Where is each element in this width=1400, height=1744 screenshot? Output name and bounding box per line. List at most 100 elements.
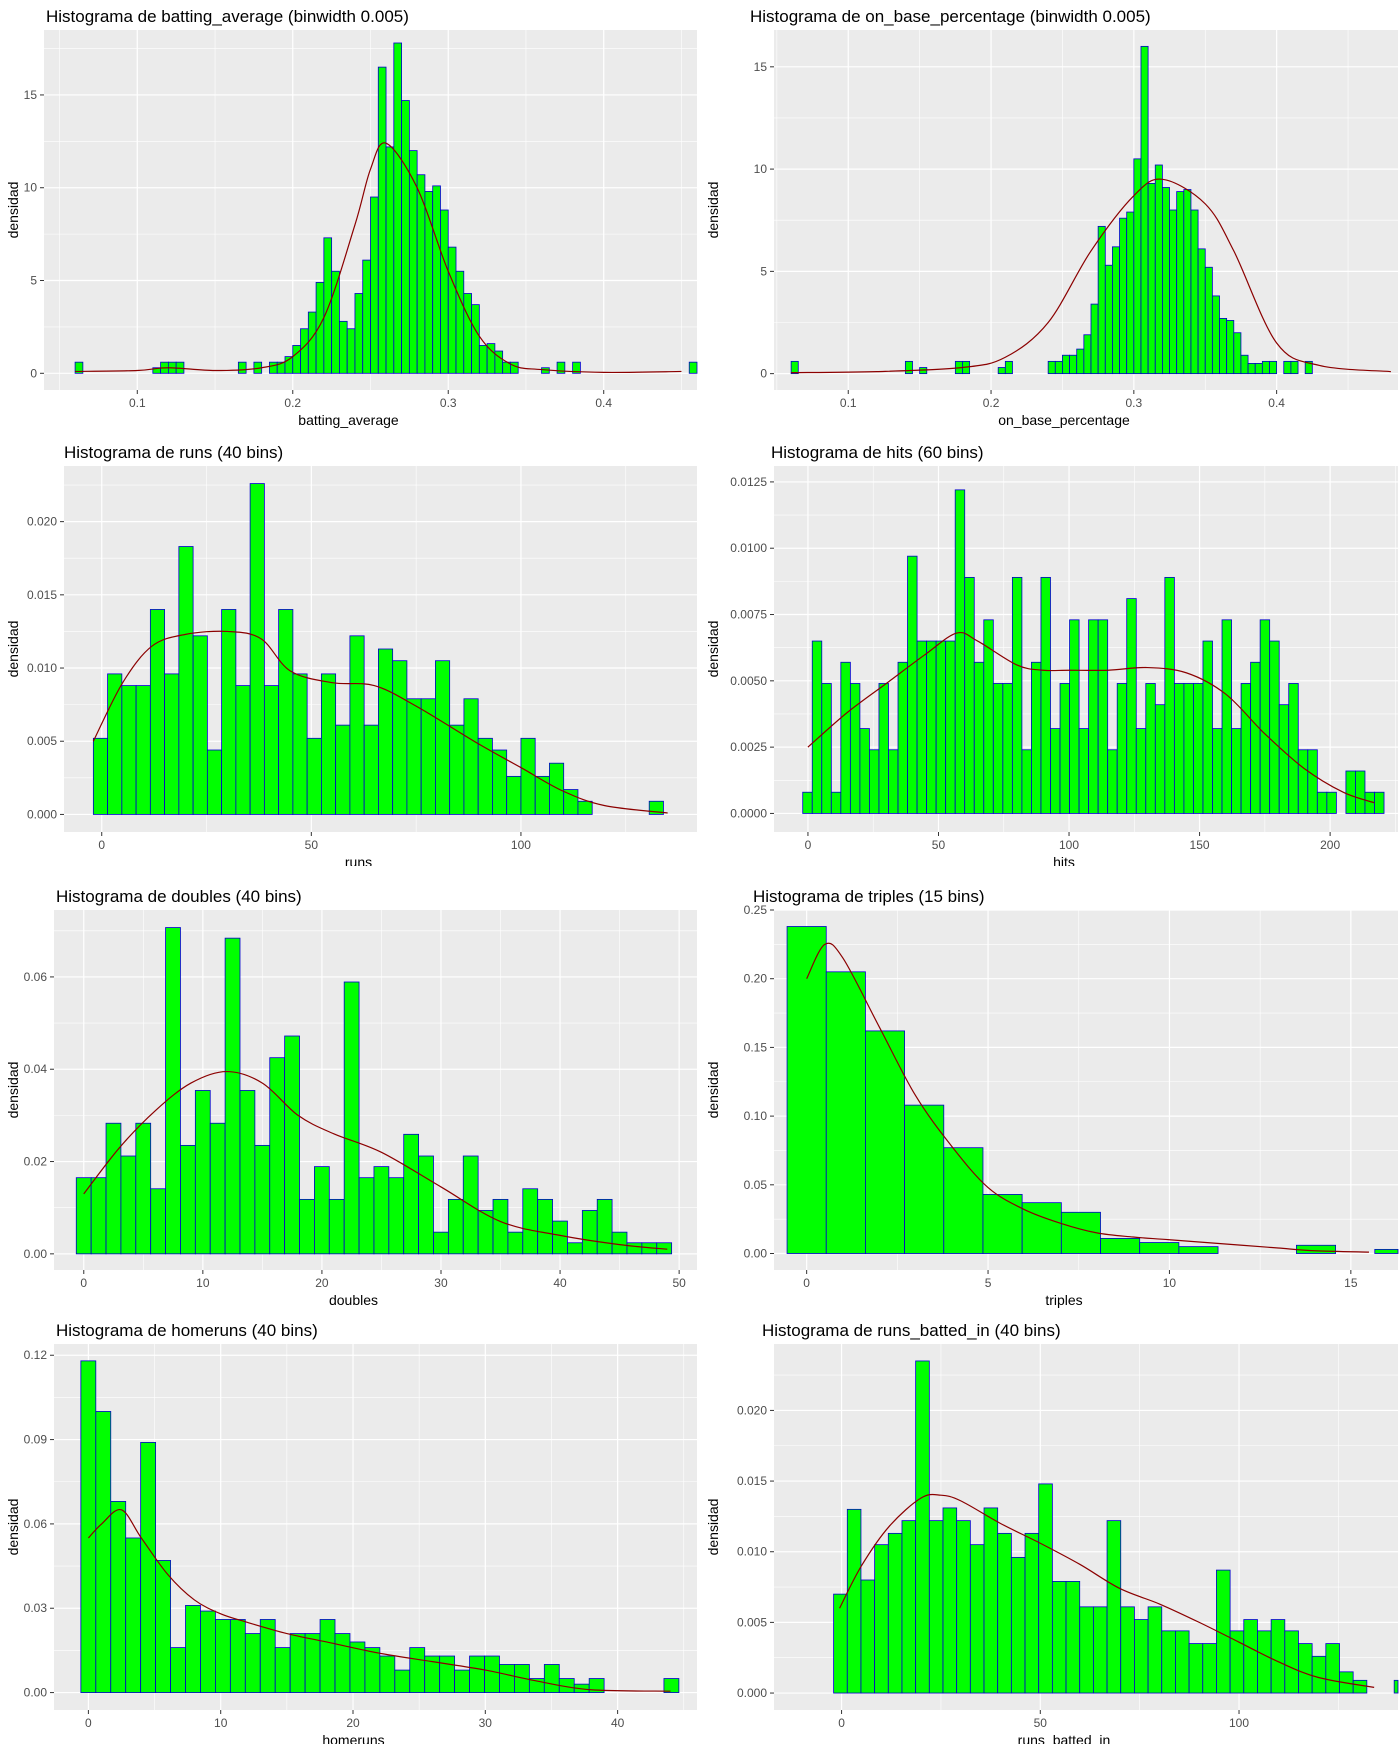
x-tick-label: 30	[479, 1716, 493, 1730]
histogram-bar	[869, 749, 880, 814]
x-tick-label: 30	[434, 1276, 448, 1290]
histogram-bar	[1298, 1643, 1313, 1694]
histogram-bar	[549, 762, 565, 815]
histogram-bar	[377, 66, 387, 374]
histogram-bar	[1183, 189, 1192, 375]
histogram-bar	[1193, 683, 1204, 814]
histogram-bar	[1257, 1630, 1272, 1694]
histogram-bar	[1352, 1679, 1368, 1694]
histogram-bar	[388, 1177, 405, 1255]
histogram-bar	[409, 1647, 426, 1693]
histogram-bar	[1226, 320, 1235, 375]
histogram-bar	[1211, 295, 1220, 375]
histogram-bar	[1254, 363, 1263, 375]
chart-homeruns: Histograma de homeruns (40 bins) 0 10 20 30 4…	[0, 1314, 700, 1744]
histogram-bar	[1202, 1643, 1217, 1694]
histogram-bar	[860, 1579, 876, 1694]
histogram-bar	[1047, 360, 1056, 375]
histogram-bar	[1133, 158, 1142, 375]
chart-title: Histograma de on_base_percentage (binwid…	[750, 7, 1151, 26]
histogram-bar	[1069, 354, 1078, 375]
histogram-bar	[1231, 728, 1242, 814]
histogram-bar	[1119, 217, 1128, 375]
density-curve	[92, 630, 668, 814]
histogram-bar	[510, 361, 519, 374]
histogram-bar	[1190, 209, 1199, 375]
histogram-bar	[1116, 683, 1128, 814]
histogram-bar	[811, 640, 823, 814]
histogram-bar	[1031, 661, 1042, 814]
y-tick-label: 0.005	[737, 1615, 767, 1629]
histogram-bar	[1176, 191, 1185, 375]
histogram-bar	[406, 698, 422, 815]
histogram-bar	[1173, 683, 1185, 814]
histogram-bar	[432, 185, 441, 374]
histogram-bar	[1140, 45, 1149, 375]
histogram-bar	[1178, 1246, 1219, 1254]
histogram-bar	[1316, 791, 1328, 814]
chart-title: Histograma de runs (40 bins)	[64, 443, 283, 462]
chart-title: Histograma de homeruns (40 bins)	[56, 1321, 318, 1340]
histogram-bar	[567, 1242, 583, 1255]
x-tick-label: 0	[98, 838, 105, 852]
x-axis-label: hits	[1053, 854, 1075, 866]
histogram-bar	[335, 724, 351, 815]
y-tick-label: 0.09	[24, 1433, 48, 1447]
histogram-bar	[95, 1411, 112, 1693]
histogram-bar	[1147, 183, 1156, 375]
y-tick-label: 0	[760, 367, 767, 381]
y-tick-label: 10	[754, 162, 768, 176]
histogram-bar	[469, 1655, 485, 1693]
histogram-bar	[1288, 683, 1299, 814]
histogram-bar	[170, 1647, 186, 1693]
histogram-bar	[1169, 209, 1178, 375]
histogram-bar	[254, 1144, 271, 1255]
histogram-bar	[121, 685, 137, 815]
y-tick-label: 0.0125	[730, 475, 767, 489]
histogram-bar	[830, 791, 842, 814]
histogram-bar	[455, 270, 465, 374]
y-tick-label: 5	[760, 264, 767, 278]
histogram-bar	[478, 345, 488, 374]
histogram-bar	[945, 640, 956, 814]
histogram-bar	[626, 1242, 643, 1255]
histogram-bar	[846, 1508, 862, 1694]
y-tick-label: 0.25	[744, 903, 768, 917]
histogram-bar	[1097, 225, 1106, 375]
histogram-bar	[1040, 576, 1051, 814]
x-tick-label: 50	[672, 1276, 686, 1290]
histogram-bar	[300, 328, 309, 374]
histogram-bar	[135, 1122, 152, 1255]
x-axis-label: doubles	[329, 1292, 378, 1308]
y-tick-label: 0.0075	[730, 608, 767, 622]
y-tick-label: 0.0100	[730, 541, 767, 555]
histogram-bar	[1054, 360, 1063, 375]
histogram-bar	[471, 304, 480, 374]
histogram-bar	[178, 546, 194, 815]
x-tick-label: 15	[1344, 1276, 1358, 1290]
histogram-bar	[1197, 248, 1206, 375]
histogram-bar	[1202, 640, 1213, 814]
histogram-bar	[1212, 728, 1223, 814]
y-tick-label: 0.00	[24, 1247, 48, 1261]
chart-batting-average: Histograma de batting_average (binwidth …	[0, 0, 700, 430]
histogram-bar	[292, 673, 308, 815]
histogram-bar	[1283, 360, 1292, 375]
histogram-bar	[105, 1122, 122, 1255]
histogram-bar	[80, 1360, 97, 1693]
histogram-bar	[588, 1678, 605, 1693]
y-tick-label: 0.015	[737, 1474, 767, 1488]
histogram-bar	[1233, 332, 1242, 375]
histogram-bar	[596, 1198, 613, 1255]
x-tick-label: 200	[1320, 838, 1340, 852]
histogram-bar	[358, 1177, 375, 1255]
histogram-bar	[1104, 264, 1113, 375]
histogram-bar	[556, 361, 566, 374]
histogram-bar	[1219, 318, 1228, 375]
histogram-bar	[1078, 728, 1090, 814]
histogram-bar	[821, 683, 832, 814]
histogram-bar	[307, 311, 317, 374]
histogram-bar	[90, 1177, 107, 1255]
histogram-bar	[897, 661, 908, 814]
chart-runs: Histograma de runs (40 bins) 0 50 100 0.000 0…	[0, 436, 700, 866]
